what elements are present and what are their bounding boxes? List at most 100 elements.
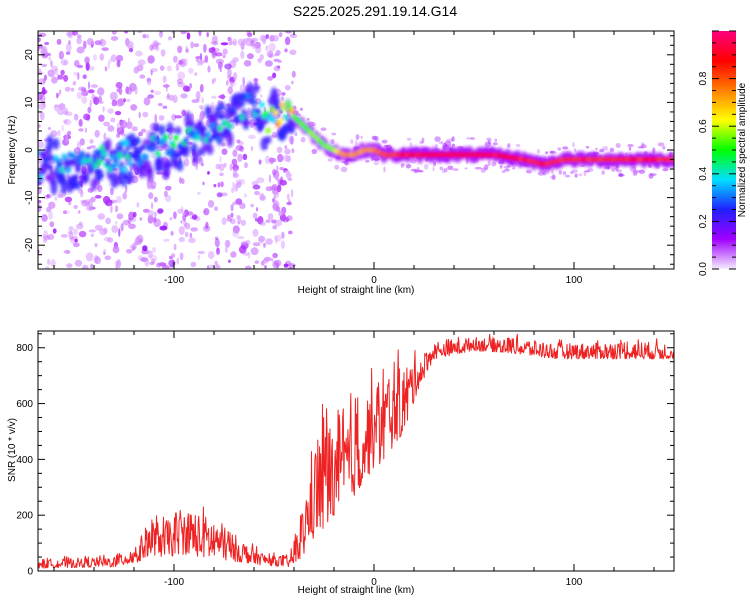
noise-cell — [110, 36, 119, 41]
noise-cell — [300, 136, 306, 143]
noise-cell — [146, 33, 150, 39]
ridge-core-cell — [227, 123, 233, 129]
ridge-core-cell — [259, 101, 265, 108]
noise-cell — [105, 217, 111, 225]
tick-label: 0 — [371, 275, 377, 286]
ridge-core-cell — [223, 120, 229, 127]
noise-cell — [38, 92, 43, 101]
noise-cell — [273, 58, 280, 62]
noise-cell — [188, 67, 194, 74]
ridge-core-cell — [57, 161, 63, 168]
noise-cell — [222, 48, 228, 55]
noise-cell — [273, 194, 276, 202]
noise-cell — [97, 87, 105, 96]
noise-cell — [186, 32, 191, 40]
noise-cell — [78, 128, 84, 132]
noise-cell — [240, 219, 247, 226]
noise-cell — [116, 196, 122, 204]
noise-cell — [184, 231, 189, 238]
noise-cell — [252, 228, 259, 237]
noise-cell — [279, 167, 285, 171]
ridge-core-cell — [38, 174, 43, 181]
noise-cell — [120, 223, 124, 232]
noise-cell — [42, 235, 50, 241]
noise-cell — [549, 150, 555, 154]
noise-cell — [451, 143, 455, 147]
noise-cell — [290, 189, 294, 198]
noise-cell — [97, 213, 106, 220]
noise-cell — [89, 139, 94, 144]
noise-cell — [94, 40, 102, 46]
noise-cell — [562, 146, 569, 150]
noise-cell — [73, 113, 79, 121]
noise-cell — [383, 166, 386, 173]
noise-cell — [57, 130, 61, 136]
noise-cell — [80, 89, 89, 97]
noise-cell — [246, 107, 251, 116]
ridge-core-cell — [283, 114, 289, 121]
noise-cell — [276, 184, 282, 193]
ridge-cell — [190, 142, 198, 155]
noise-cell — [111, 31, 117, 35]
noise-cell — [196, 97, 200, 103]
noise-cell — [237, 153, 243, 162]
noise-cell — [229, 81, 234, 89]
noise-cell — [231, 187, 235, 194]
noise-cell — [288, 230, 293, 235]
noise-cell — [211, 95, 217, 99]
noise-cell — [203, 208, 210, 216]
noise-cell — [410, 168, 418, 172]
noise-cell — [627, 143, 634, 148]
noise-cell — [48, 211, 53, 220]
noise-cell — [264, 155, 271, 164]
noise-cell — [43, 77, 46, 84]
noise-cell — [51, 65, 58, 72]
noise-cell — [63, 210, 68, 214]
noise-cell — [182, 213, 187, 222]
noise-cell — [177, 71, 186, 81]
noise-cell — [615, 143, 621, 148]
noise-cell — [246, 31, 252, 36]
noise-cell — [232, 229, 240, 238]
noise-cell — [73, 204, 78, 210]
noise-cell — [271, 219, 277, 224]
noise-cell — [229, 163, 233, 171]
noise-cell — [269, 54, 275, 58]
noise-cell — [256, 177, 265, 184]
noise-cell — [184, 222, 191, 230]
ridge-core-cell — [123, 139, 129, 146]
noise-cell — [400, 164, 404, 168]
noise-cell — [159, 65, 165, 71]
ridge-core-cell — [61, 153, 67, 160]
snr-background — [38, 331, 674, 571]
noise-cell — [330, 139, 335, 145]
ridge-core-cell — [95, 149, 101, 156]
noise-cell — [150, 153, 156, 159]
noise-cell — [634, 169, 641, 174]
noise-cell — [131, 246, 136, 251]
noise-cell — [228, 259, 231, 263]
ridge-core-cell — [67, 151, 73, 158]
tick-label: 0.2 — [698, 214, 709, 228]
ridge-core-cell — [193, 130, 199, 137]
noise-cell — [649, 173, 657, 177]
noise-cell — [207, 200, 215, 208]
ridge-core-cell — [71, 152, 77, 159]
noise-cell — [77, 72, 80, 81]
tick-label: 0.6 — [698, 119, 709, 133]
noise-cell — [150, 202, 154, 210]
noise-cell — [206, 32, 209, 38]
noise-cell — [226, 217, 233, 222]
noise-cell — [273, 234, 282, 242]
noise-cell — [311, 148, 318, 155]
ridge-cell — [166, 122, 174, 134]
noise-cell — [281, 231, 285, 239]
noise-cell — [595, 147, 598, 150]
noise-cell — [208, 47, 215, 54]
noise-cell — [129, 244, 138, 250]
noise-cell — [138, 131, 143, 137]
noise-cell — [410, 159, 417, 164]
ridge-cell — [164, 159, 172, 171]
noise-cell — [157, 208, 164, 214]
